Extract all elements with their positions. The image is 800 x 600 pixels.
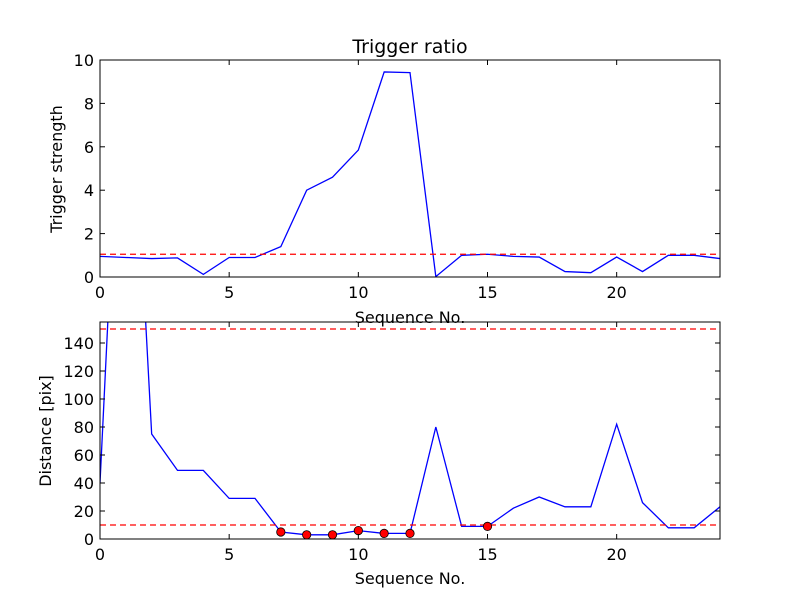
data-point-marker	[302, 530, 312, 539]
y-tick-label: 80	[74, 418, 94, 437]
x-tick-label: 10	[348, 545, 368, 564]
x-tick-label: 20	[606, 545, 626, 564]
y-tick-label: 40	[74, 474, 94, 493]
plot-area: 0 5 10 15 20 0 20 40 60 80 100 120 140	[63, 321, 721, 564]
x-axis-label: Sequence No.	[355, 569, 466, 588]
axes-frame	[99, 59, 721, 278]
x-axis-label: Sequence No.	[355, 308, 466, 327]
data-point-marker	[353, 525, 363, 536]
y-tick-label: 8	[84, 94, 94, 113]
y-tick-label: 10	[74, 51, 94, 70]
data-point-marker	[379, 528, 389, 539]
distance-chart: Sequence No. Distance [pix] 0 5 10 15 20 0 20 4…	[36, 321, 721, 588]
data-point-marker	[327, 530, 338, 539]
x-tick-label: 5	[224, 283, 234, 302]
axes-frame	[99, 321, 721, 540]
y-tick-label: 0	[84, 268, 94, 287]
y-tick-label: 120	[63, 362, 94, 381]
x-tick-label: 15	[477, 545, 497, 564]
x-tick-label: 5	[224, 545, 234, 564]
series-line	[100, 71, 720, 277]
x-tick-label: 20	[606, 283, 626, 302]
x-tick-label: 0	[95, 545, 105, 564]
data-point-marker	[276, 527, 286, 537]
x-tick-label: 0	[95, 283, 105, 302]
y-tick-label: 20	[74, 502, 94, 521]
chart-title: Trigger ratio	[351, 36, 467, 58]
x-tick-label: 10	[348, 283, 368, 302]
y-tick-label: 6	[84, 138, 94, 157]
y-tick-label: 0	[84, 530, 94, 549]
data-point-marker	[405, 528, 415, 539]
y-axis-label: Trigger strength	[47, 105, 66, 234]
trigger-ratio-chart: Trigger ratio Sequence No. Trigger stren…	[47, 36, 721, 327]
y-axis-label: Distance [pix]	[36, 375, 55, 487]
data-point-marker	[482, 521, 493, 532]
y-tick-label: 100	[63, 390, 94, 409]
plot-area: 0 5 10 15 20 0 2 4 6 8 10	[74, 51, 721, 302]
y-tick-label: 4	[84, 181, 94, 200]
x-tick-label: 15	[477, 283, 497, 302]
y-tick-label: 2	[84, 225, 94, 244]
y-tick-label: 60	[74, 446, 94, 465]
y-tick-label: 140	[63, 334, 94, 353]
